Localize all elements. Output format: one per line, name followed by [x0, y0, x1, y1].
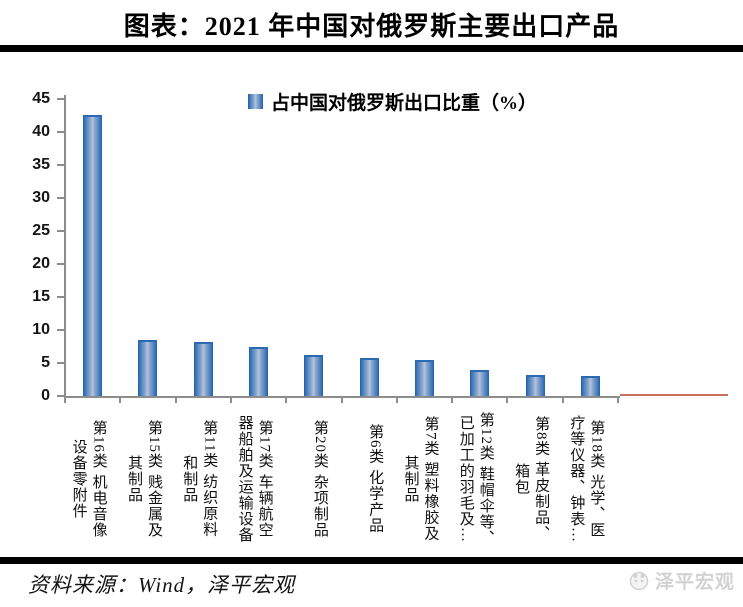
y-axis-tick [57, 197, 65, 199]
y-axis-line [64, 95, 66, 398]
x-axis-tick [64, 398, 66, 403]
watermark: 泽平宏观 [628, 567, 735, 594]
y-axis-tick [57, 98, 65, 100]
x-category-label-5: 第6类 化学产品 [367, 424, 384, 534]
x-axis-tick [617, 398, 619, 403]
y-axis-label: 30 [32, 189, 50, 206]
y-axis-tick [57, 329, 65, 331]
y-axis-label: 45 [32, 90, 50, 107]
y-axis-tick [57, 164, 65, 166]
y-axis-tick [57, 230, 65, 232]
x-axis-tick [451, 398, 454, 403]
x-axis-tick [561, 398, 564, 403]
bar-7 [470, 370, 490, 396]
legend-swatch-icon [248, 94, 263, 109]
y-axis-label: 35 [32, 156, 50, 173]
x-axis-tick [119, 398, 122, 403]
x-category-label-8: 第8类 革皮制品、 箱包 [513, 416, 550, 542]
bottom-divider [0, 557, 743, 564]
bar-1 [138, 339, 158, 396]
panda-logo-icon [629, 571, 649, 590]
x-category-label-6: 第7类 塑料橡胶及 其制品 [402, 416, 439, 542]
watermark-label: 泽平宏观 [654, 572, 735, 593]
bar-8 [525, 374, 545, 396]
bar-5 [359, 358, 379, 396]
x-category-label-9: 第18类 光学、医 疗等仪器、钟表… [568, 415, 605, 543]
x-category-label-2: 第11类 纺织原料 和制品 [181, 420, 218, 538]
y-axis-label: 15 [32, 288, 50, 305]
x-axis-tick [174, 398, 177, 403]
source-line: 资料来源：Wind，泽平宏观 [28, 573, 296, 597]
axis-extension-line [620, 394, 728, 396]
y-axis-label: 10 [32, 321, 50, 338]
bar-9 [580, 376, 600, 396]
bar-3 [249, 346, 269, 396]
bar-0 [83, 114, 103, 396]
y-axis-tick [57, 362, 65, 364]
bar-4 [304, 355, 324, 396]
y-axis-label: 40 [32, 123, 50, 140]
x-category-label-1: 第15类 贱金属及 其制品 [125, 420, 162, 538]
x-axis-tick [285, 398, 288, 403]
chart-title: 图表：2021 年中国对俄罗斯主要出口产品 [123, 12, 620, 41]
x-category-label-3: 第17类 车辆航空 器船舶及运输设备 [236, 415, 273, 543]
bar-2 [193, 341, 213, 396]
y-axis-tick [57, 263, 65, 265]
x-axis-tick [229, 398, 232, 403]
y-axis-label: 0 [41, 387, 50, 404]
y-axis-label: 20 [32, 255, 50, 272]
legend-label: 占中国对俄罗斯出口比重（%） [271, 93, 538, 114]
x-axis-tick [340, 398, 343, 403]
x-axis-tick [506, 398, 509, 403]
y-axis-label: 5 [41, 354, 50, 371]
chart-legend: 占中国对俄罗斯出口比重（%） [248, 88, 537, 115]
x-category-label-0: 第16类 机电音像 设备零附件 [70, 420, 107, 538]
x-axis-tick [395, 398, 398, 403]
x-category-label-7: 第12类 鞋帽伞等、 已加工的羽毛及… [457, 412, 494, 546]
y-axis-tick [57, 296, 65, 298]
y-axis-tick [57, 395, 65, 397]
y-axis-label: 25 [32, 222, 50, 239]
x-category-label-4: 第20类 杂项制品 [311, 420, 328, 538]
top-divider [0, 45, 743, 52]
bar-6 [414, 360, 434, 396]
x-axis-line [64, 396, 620, 398]
y-axis-tick [57, 131, 65, 133]
